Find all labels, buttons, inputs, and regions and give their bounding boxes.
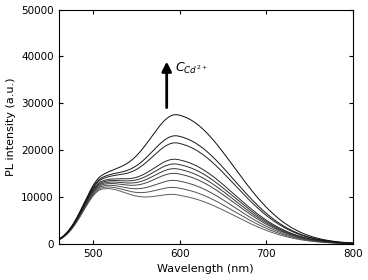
X-axis label: Wavelength (nm): Wavelength (nm) (157, 264, 254, 274)
Y-axis label: PL intensity (a.u.): PL intensity (a.u.) (6, 78, 15, 176)
Text: $C_{Cd^{2+}}$: $C_{Cd^{2+}}$ (175, 61, 208, 76)
